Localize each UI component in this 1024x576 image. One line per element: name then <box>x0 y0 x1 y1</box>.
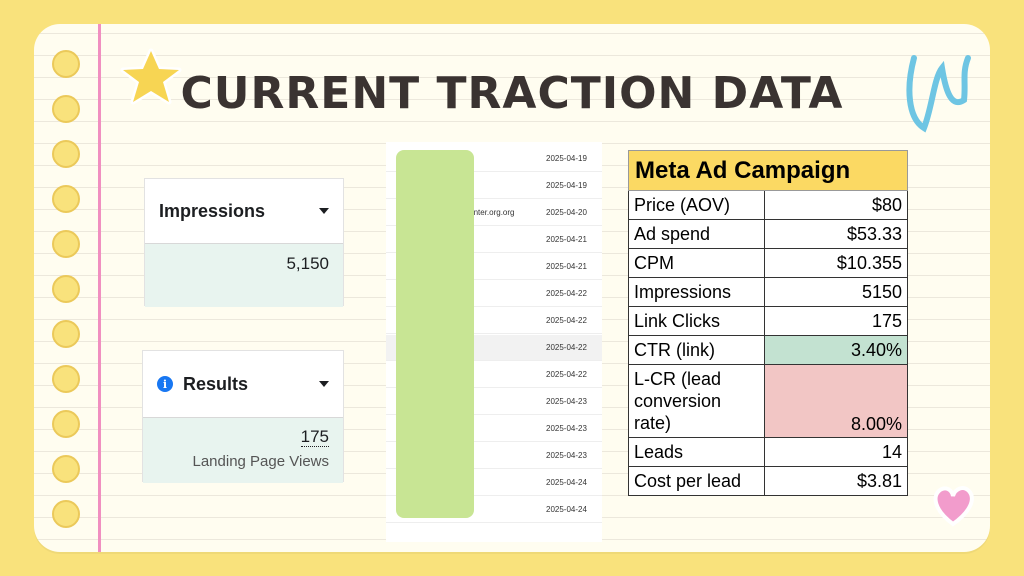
results-label: Results <box>183 373 249 394</box>
list-item-date: 2025-04-24 <box>546 505 587 514</box>
list-item-date: 2025-04-22 <box>546 370 587 379</box>
results-body: 175 Landing Page Views <box>143 417 343 483</box>
results-header[interactable]: i Results <box>143 351 343 417</box>
list-item-date: 2025-04-22 <box>546 343 587 352</box>
info-icon[interactable]: i <box>157 376 173 392</box>
row-label: Ad spend <box>628 219 765 249</box>
table-row: Price (AOV) $80 <box>628 190 908 220</box>
results-subtitle: Landing Page Views <box>192 453 330 470</box>
binder-hole <box>52 365 80 393</box>
chevron-down-icon[interactable] <box>319 208 329 214</box>
table-row: CTR (link) 3.40% <box>628 335 908 365</box>
table-row: Link Clicks 175 <box>628 306 908 336</box>
row-value: $3.81 <box>764 466 908 496</box>
page-title: CURRENT TRACTION DATA <box>180 68 844 119</box>
row-label: Leads <box>628 437 765 467</box>
list-item: 2025-04-21 <box>386 254 602 280</box>
notebook-card: CURRENT TRACTION DATA Impressions 5,150 … <box>34 24 990 552</box>
row-label: CTR (link) <box>628 335 765 365</box>
impressions-label: Impressions <box>159 200 266 221</box>
binder-hole <box>52 50 80 78</box>
row-label: CPM <box>628 248 765 278</box>
list-item-date: 2025-04-22 <box>546 289 587 298</box>
list-item: 2025-04-19 <box>386 173 602 199</box>
results-value[interactable]: 175 <box>300 427 329 447</box>
row-label: L-CR (lead conversion rate) <box>628 364 765 438</box>
list-item-date: 2025-04-19 <box>546 181 587 190</box>
list-item-date: 2025-04-19 <box>546 154 587 163</box>
binder-hole <box>52 320 80 348</box>
list-item: 2025-04-23 <box>386 389 602 415</box>
row-label: Impressions <box>628 277 765 307</box>
binder-hole <box>52 455 80 483</box>
row-label: Link Clicks <box>628 306 765 336</box>
row-value: $10.355 <box>764 248 908 278</box>
heart-icon <box>933 486 974 527</box>
binder-hole <box>52 275 80 303</box>
impressions-panel: Impressions 5,150 <box>144 178 344 307</box>
table-row: Cost per lead $3.81 <box>628 466 908 496</box>
table-row: L-CR (lead conversion rate) 8.00% <box>628 364 908 438</box>
binder-hole <box>52 185 80 213</box>
list-item: adiescenter.org.org 2025-04-20 <box>386 200 602 226</box>
row-value: 5150 <box>764 277 908 307</box>
table-row: CPM $10.355 <box>628 248 908 278</box>
chevron-down-icon[interactable] <box>319 381 329 387</box>
row-label: Price (AOV) <box>628 190 765 220</box>
meta-campaign-table: Meta Ad Campaign Price (AOV) $80 Ad spend… <box>628 150 908 496</box>
row-value: 3.40% <box>764 335 908 365</box>
list-item-date: 2025-04-20 <box>546 208 587 217</box>
binder-hole <box>52 410 80 438</box>
table-row: Ad spend $53.33 <box>628 219 908 249</box>
star-icon <box>120 48 182 105</box>
list-item-date: 2025-04-24 <box>546 478 587 487</box>
impressions-header[interactable]: Impressions <box>145 179 343 243</box>
row-value: $53.33 <box>764 219 908 249</box>
table-row: Impressions 5150 <box>628 277 908 307</box>
list-item-date: 2025-04-23 <box>546 424 587 433</box>
binder-hole <box>52 95 80 123</box>
binder-hole <box>52 140 80 168</box>
redaction-block <box>396 150 474 518</box>
row-value: $80 <box>764 190 908 220</box>
results-panel: i Results 175 Landing Page Views <box>142 350 344 483</box>
list-item-date: 2025-04-22 <box>546 316 587 325</box>
row-value: 8.00% <box>764 364 908 438</box>
impressions-value: 5,150 <box>145 243 343 307</box>
list-item-date: 2025-04-23 <box>546 451 587 460</box>
list-item-domain: adiescenter.org.org <box>446 208 515 217</box>
row-value: 175 <box>764 306 908 336</box>
row-label: Cost per lead <box>628 466 765 496</box>
margin-line <box>98 24 101 552</box>
squiggle-icon <box>906 55 971 133</box>
binder-hole <box>52 500 80 528</box>
list-item-date: 2025-04-21 <box>546 262 587 271</box>
list-item: 2025-04-24 <box>386 497 602 523</box>
table-row: Leads 14 <box>628 437 908 467</box>
table-title: Meta Ad Campaign <box>628 150 908 191</box>
binder-hole <box>52 230 80 258</box>
row-value: 14 <box>764 437 908 467</box>
list-item-date: 2025-04-21 <box>546 235 587 244</box>
list-item-date: 2025-04-23 <box>546 397 587 406</box>
